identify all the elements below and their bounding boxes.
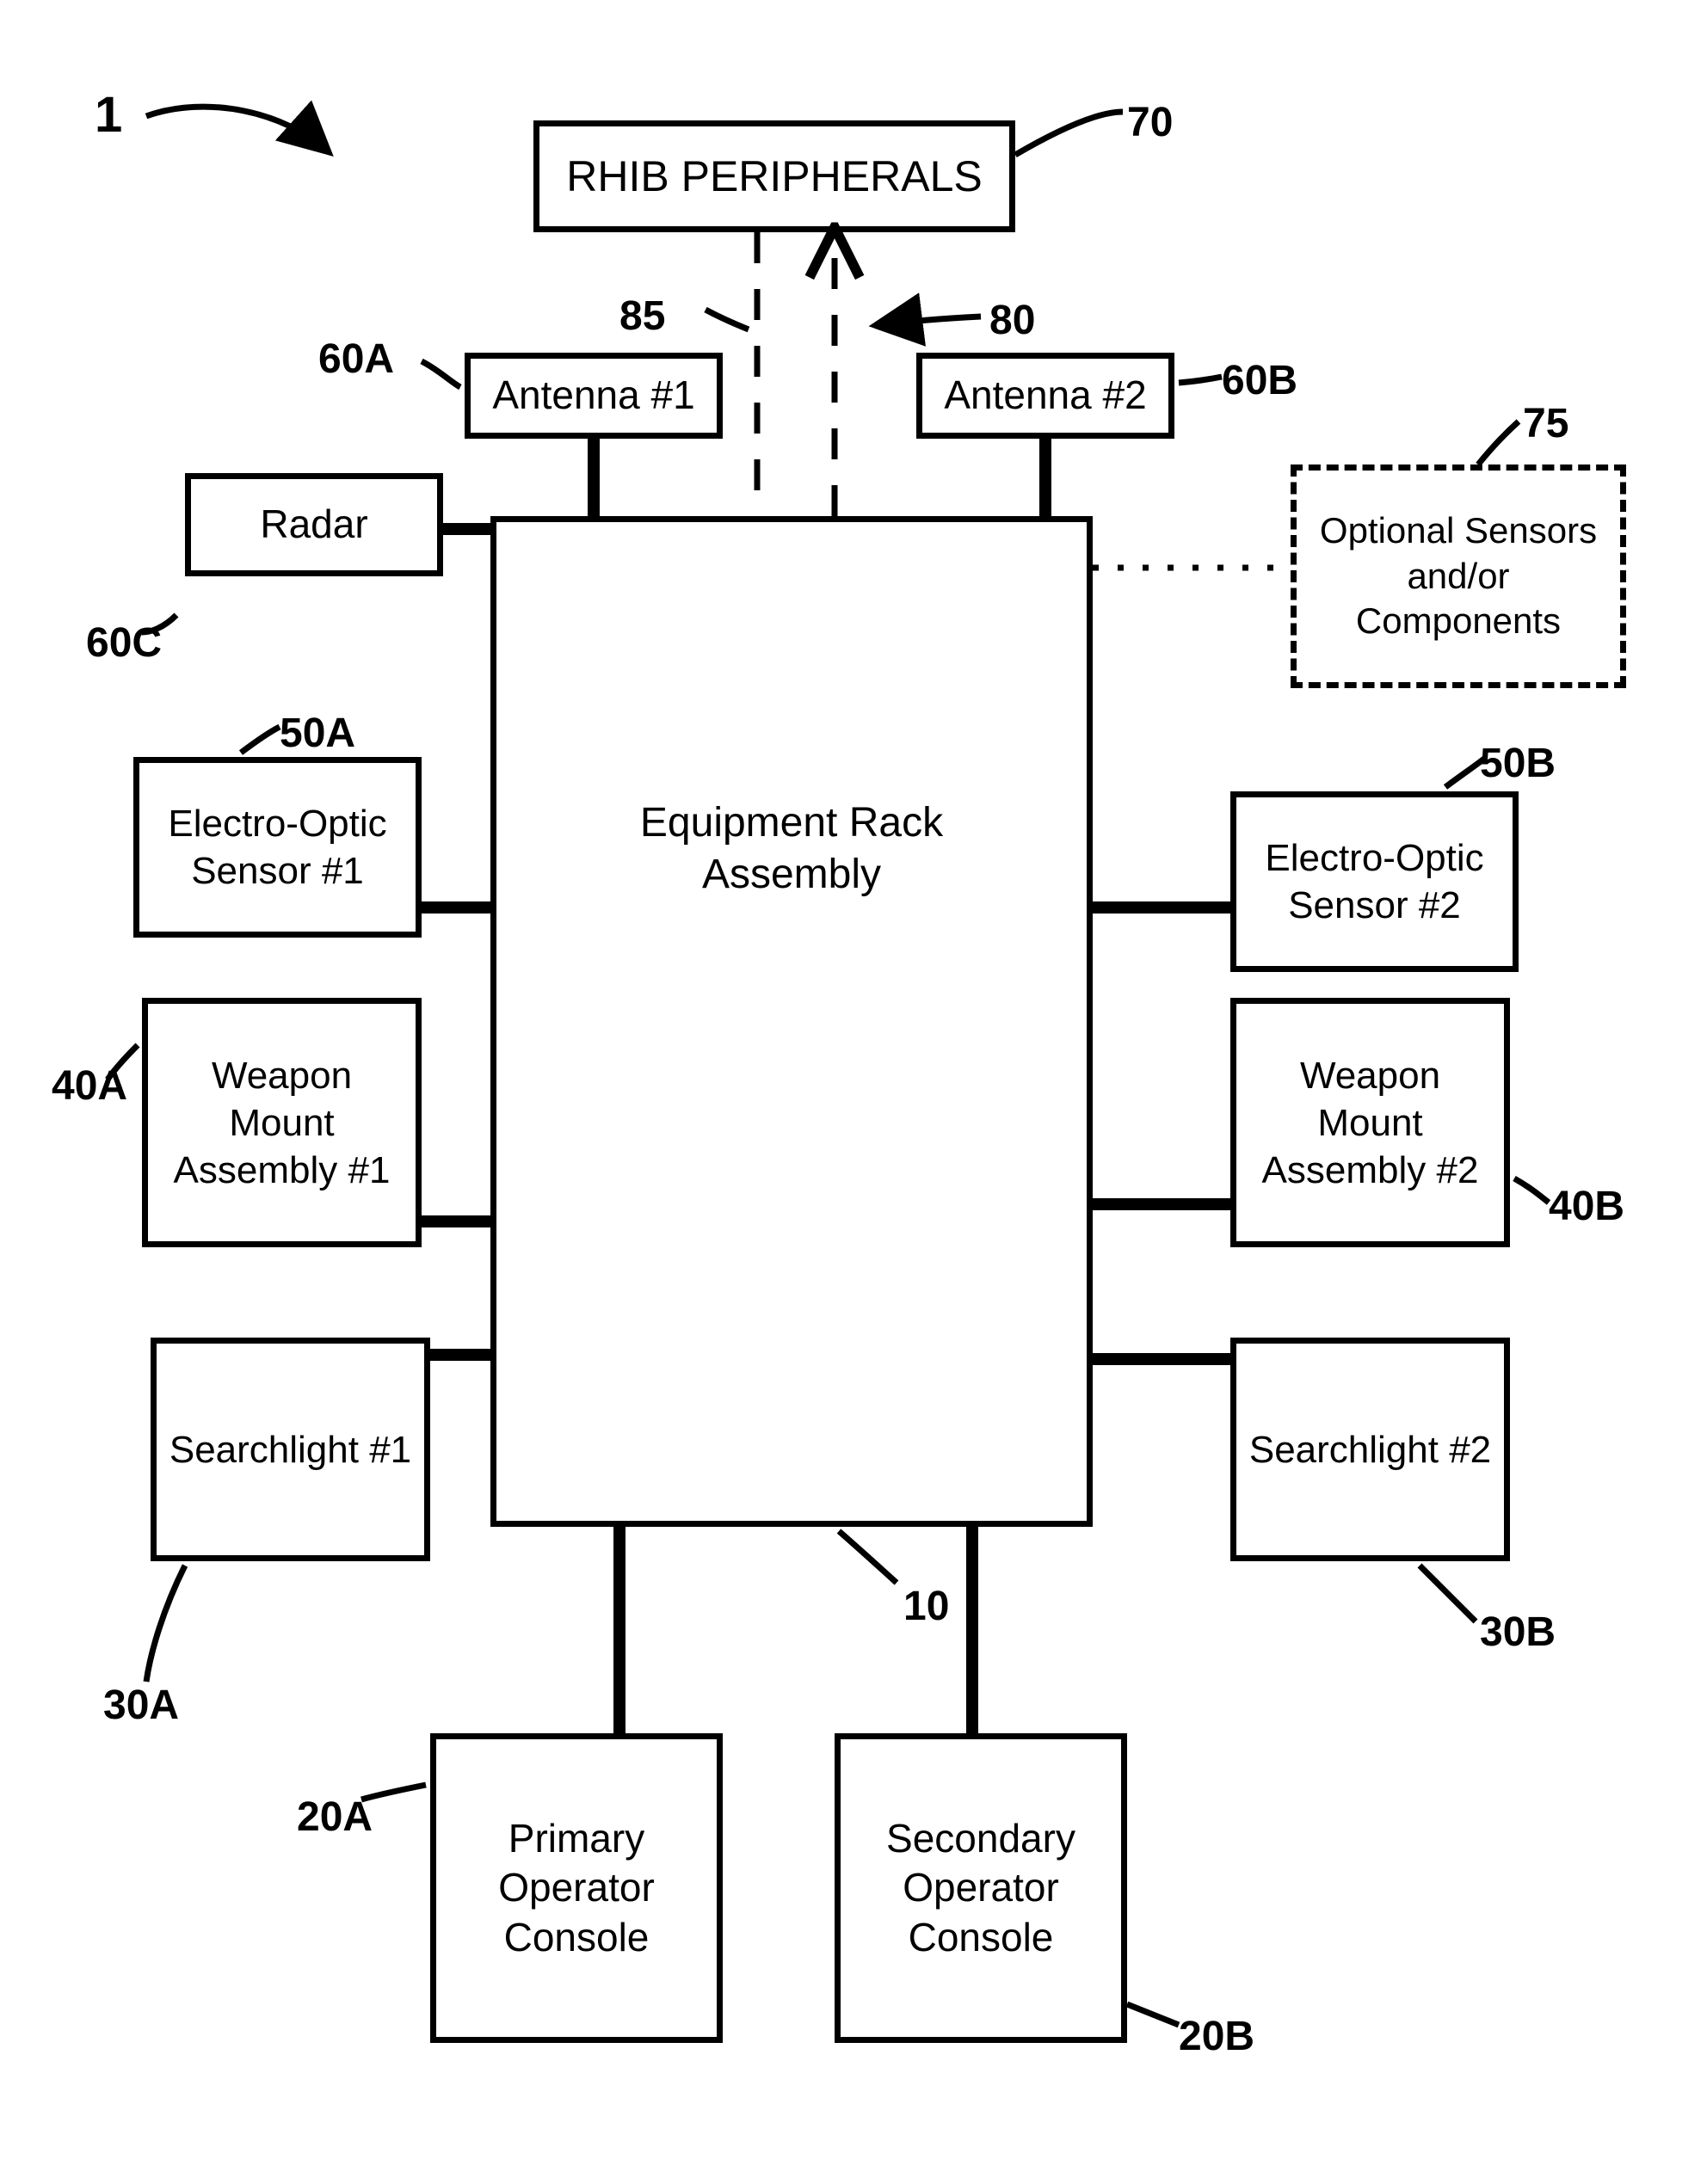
eo-sensor-1-box: Electro-Optic Sensor #1	[133, 757, 422, 938]
ref-85: 85	[619, 292, 665, 340]
equipment-rack-label: Equipment Rack Assembly	[611, 797, 972, 901]
leader-30a	[146, 1566, 185, 1682]
rhib-peripherals-label: RHIB PERIPHERALS	[566, 150, 982, 204]
optional-sensors-box: Optional Sensors and/or Components	[1291, 464, 1626, 688]
ref-40b: 40B	[1549, 1183, 1624, 1230]
ref-60a: 60A	[318, 335, 394, 383]
searchlight-2-label: Searchlight #2	[1249, 1426, 1491, 1473]
leader-20b	[1127, 2004, 1179, 2025]
ref-40a: 40A	[52, 1062, 127, 1110]
eo-sensor-2-label: Electro-Optic Sensor #2	[1243, 834, 1506, 929]
ref-20a: 20A	[297, 1793, 373, 1841]
antenna-2-box: Antenna #2	[916, 353, 1174, 439]
secondary-console-box: Secondary Operator Console	[835, 1733, 1127, 2043]
ref-70: 70	[1127, 99, 1173, 146]
secondary-console-label: Secondary Operator Console	[847, 1814, 1114, 1963]
antenna-1-box: Antenna #1	[465, 353, 723, 439]
ref-50a: 50A	[280, 710, 355, 757]
ref-30a: 30A	[103, 1682, 179, 1729]
searchlight-1-box: Searchlight #1	[151, 1338, 430, 1561]
ref-10: 10	[903, 1583, 949, 1630]
searchlight-2-box: Searchlight #2	[1230, 1338, 1510, 1561]
ref-80: 80	[989, 297, 1035, 344]
radar-box: Radar	[185, 473, 443, 576]
leader-60b	[1179, 377, 1222, 383]
optional-sensors-label: Optional Sensors and/or Components	[1303, 508, 1613, 644]
leader-80	[878, 317, 981, 325]
ref-1: 1	[95, 86, 122, 144]
leader-40b	[1514, 1178, 1549, 1203]
leader-30b	[1420, 1566, 1476, 1621]
ref-50b: 50B	[1480, 740, 1556, 787]
leader-10	[839, 1531, 897, 1583]
leader-70	[1015, 112, 1123, 155]
primary-console-box: Primary Operator Console	[430, 1733, 723, 2043]
leader-50b	[1445, 759, 1484, 787]
ref-75: 75	[1523, 400, 1568, 447]
antenna-1-label: Antenna #1	[492, 371, 694, 421]
leader-60a	[422, 361, 460, 387]
ref-60b: 60B	[1222, 357, 1297, 404]
leader-85	[706, 310, 749, 329]
leader-1	[146, 107, 327, 151]
equipment-rack-box: Equipment Rack Assembly	[490, 516, 1093, 1527]
weapon-mount-1-box: Weapon Mount Assembly #1	[142, 998, 422, 1247]
ref-20b: 20B	[1179, 2013, 1254, 2060]
leader-75	[1478, 421, 1519, 464]
ref-30b: 30B	[1480, 1609, 1556, 1656]
weapon-mount-2-box: Weapon Mount Assembly #2	[1230, 998, 1510, 1247]
antenna-2-label: Antenna #2	[944, 371, 1146, 421]
leader-50a	[241, 727, 280, 753]
radar-label: Radar	[260, 500, 367, 550]
primary-console-label: Primary Operator Console	[443, 1814, 710, 1963]
ref-60c: 60C	[86, 619, 162, 667]
weapon-mount-1-label: Weapon Mount Assembly #1	[155, 1052, 409, 1194]
eo-sensor-2-box: Electro-Optic Sensor #2	[1230, 791, 1519, 972]
searchlight-1-label: Searchlight #1	[169, 1426, 411, 1473]
weapon-mount-2-label: Weapon Mount Assembly #2	[1243, 1052, 1497, 1194]
rhib-peripherals-box: RHIB PERIPHERALS	[533, 120, 1015, 232]
eo-sensor-1-label: Electro-Optic Sensor #1	[146, 800, 409, 895]
